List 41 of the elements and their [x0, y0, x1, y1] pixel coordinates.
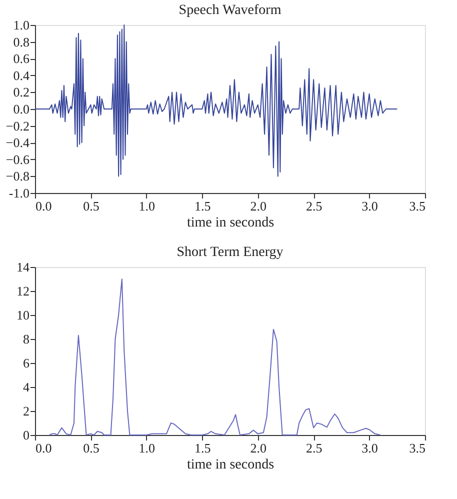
x-tick-label: 3.0	[362, 440, 378, 456]
x-tick-label: 0.0	[36, 198, 52, 214]
x-tick-label: 0.0	[36, 440, 52, 456]
y-tick-label: 0.8	[13, 34, 30, 50]
y-tick-label: 0	[23, 428, 30, 442]
y-tick-label: 0.6	[13, 51, 30, 66]
x-axis-title: time in seconds	[186, 458, 274, 472]
x-tick-label: 2.5	[306, 440, 322, 456]
y-tick-label: -1.0	[8, 186, 30, 200]
x-tick-label: 1.5	[194, 198, 211, 214]
y-tick-label: −0.8	[6, 168, 30, 184]
y-tick-label: 8	[23, 332, 30, 346]
y-tick-label: 10	[16, 308, 30, 322]
x-tick-label: 1.0	[138, 440, 156, 456]
x-axis-title: time in seconds	[186, 216, 274, 230]
x-tick-label: 2.5	[306, 198, 322, 214]
chart-title: Short Term Energy	[176, 245, 284, 260]
y-tick-label: −0.6	[6, 152, 30, 167]
y-tick-label: 0.2	[13, 84, 30, 100]
y-tick-label: 0.4	[13, 68, 30, 83]
x-tick-label: 1.5	[194, 440, 211, 456]
y-tick-label: 12	[16, 284, 30, 298]
x-tick-label: 3.5	[409, 440, 426, 456]
y-tick-label: 4	[23, 380, 30, 394]
x-tick-label: 3.5	[409, 198, 426, 214]
y-tick-label: 14	[16, 260, 30, 274]
x-tick-label: 0.5	[83, 198, 100, 214]
y-tick-label: −0.4	[6, 135, 30, 150]
y-tick-label: 6	[23, 356, 30, 370]
x-tick-label: 0.5	[83, 440, 100, 456]
y-tick-label: 1.0	[13, 18, 30, 32]
x-tick-label: 2.0	[250, 198, 266, 214]
chart-title: Speech Waveform	[178, 3, 282, 18]
x-tick-label: 2.0	[250, 440, 266, 456]
line-series	[34, 24, 398, 177]
y-tick-label: 0.0	[13, 102, 30, 116]
x-tick-label: 1.0	[138, 198, 156, 214]
y-tick-label: −0.2	[6, 118, 30, 134]
y-tick-label: 2	[23, 404, 30, 418]
line-series	[48, 278, 381, 436]
x-tick-label: 3.0	[362, 198, 378, 214]
